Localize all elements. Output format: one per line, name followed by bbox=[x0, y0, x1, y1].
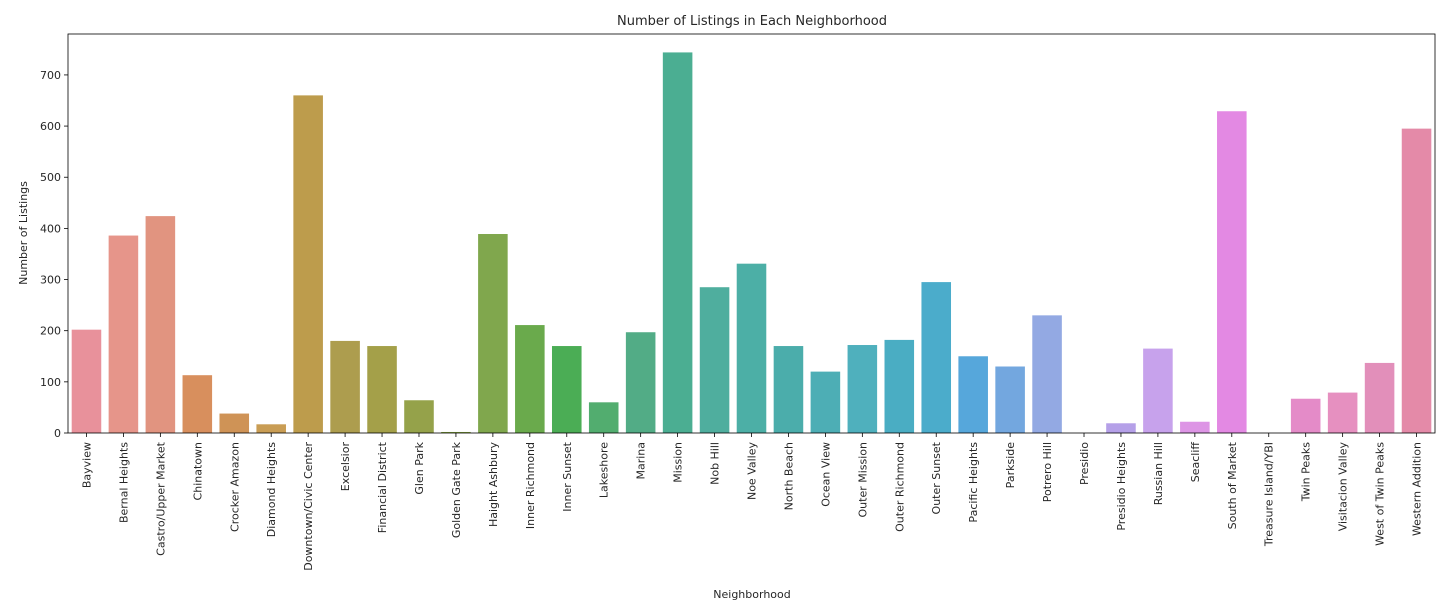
x-tick-label: Outer Mission bbox=[856, 442, 869, 518]
x-tick-label: Western Addition bbox=[1411, 442, 1424, 536]
x-tick-label: Castro/Upper Market bbox=[154, 441, 167, 555]
bar bbox=[847, 345, 878, 433]
y-axis-title: Number of Listings bbox=[17, 181, 30, 285]
x-tick-label: Lakeshore bbox=[598, 442, 611, 498]
x-tick-label: Presidio bbox=[1078, 442, 1091, 485]
y-tick-label: 0 bbox=[54, 427, 61, 440]
x-tick-label: Marina bbox=[635, 442, 648, 480]
x-tick-label: Chinatown bbox=[191, 442, 204, 500]
bar bbox=[256, 424, 286, 433]
x-tick-label: Outer Richmond bbox=[893, 442, 906, 532]
bar bbox=[699, 287, 730, 433]
bar bbox=[551, 346, 582, 433]
x-tick-label: West of Twin Peaks bbox=[1374, 442, 1387, 546]
chart-title: Number of Listings in Each Neighborhood bbox=[617, 14, 887, 29]
x-tick-label: Twin Peaks bbox=[1300, 442, 1313, 503]
x-tick-label: Ocean View bbox=[819, 442, 832, 507]
bar bbox=[1032, 315, 1062, 433]
bar bbox=[330, 340, 360, 433]
x-tick-label: Parkside bbox=[1004, 442, 1017, 489]
bar bbox=[441, 431, 471, 433]
bar bbox=[625, 332, 656, 433]
bar bbox=[219, 413, 250, 433]
x-tick-label: Inner Sunset bbox=[561, 441, 574, 511]
y-tick-label: 100 bbox=[40, 376, 61, 389]
bar bbox=[182, 375, 213, 433]
y-tick-label: 200 bbox=[40, 325, 61, 338]
x-tick-label: Downtown/Civic Center bbox=[302, 442, 315, 571]
bar bbox=[293, 95, 323, 433]
y-tick-label: 500 bbox=[40, 171, 61, 184]
x-tick-label: Bernal Heights bbox=[117, 442, 130, 523]
y-tick-label: 700 bbox=[40, 69, 61, 82]
x-tick-label: Inner Richmond bbox=[524, 442, 537, 529]
bar bbox=[1217, 111, 1247, 434]
x-tick-label: Pacific Heights bbox=[967, 442, 980, 523]
x-tick-label: Treasure Island/YBI bbox=[1263, 442, 1276, 547]
x-tick-label: Presidio Heights bbox=[1115, 442, 1128, 531]
x-tick-label: Financial District bbox=[376, 441, 389, 533]
bar bbox=[588, 402, 619, 433]
bar bbox=[71, 329, 102, 433]
x-tick-label: Bayview bbox=[80, 442, 93, 488]
bar bbox=[1106, 423, 1136, 433]
x-tick-label: Visitacion Valley bbox=[1337, 442, 1350, 532]
x-tick-label: Diamond Heights bbox=[265, 442, 278, 538]
bar bbox=[1364, 362, 1395, 433]
bar bbox=[367, 346, 397, 433]
bar bbox=[773, 346, 804, 433]
x-tick-label: Haight Ashbury bbox=[487, 442, 500, 528]
bar bbox=[1143, 348, 1173, 433]
x-tick-label: South of Market bbox=[1226, 441, 1239, 529]
x-tick-label: Nob Hill bbox=[709, 442, 722, 485]
x-tick-label: Glen Park bbox=[413, 441, 426, 494]
bar bbox=[995, 366, 1025, 433]
x-tick-label: Potrero Hill bbox=[1041, 442, 1054, 502]
x-tick-label: Noe Valley bbox=[746, 442, 759, 501]
bar bbox=[810, 371, 841, 433]
y-tick-label: 400 bbox=[40, 222, 61, 235]
bar bbox=[515, 325, 545, 433]
bar bbox=[108, 235, 139, 433]
plot-area: 0 100 200 300 400 500 600 700 Bayview Bernal Heig… bbox=[40, 33, 1436, 571]
bar bbox=[662, 52, 693, 434]
bar bbox=[736, 263, 767, 433]
bar bbox=[404, 400, 434, 433]
bar bbox=[884, 339, 915, 433]
bar bbox=[1180, 421, 1210, 433]
x-tick-label: North Beach bbox=[782, 442, 795, 510]
x-tick-label: Golden Gate Park bbox=[450, 441, 463, 538]
x-tick-label: Mission bbox=[672, 442, 685, 483]
x-tick-label: Russian Hill bbox=[1152, 442, 1165, 505]
bar bbox=[1401, 128, 1432, 433]
bar bbox=[921, 282, 952, 433]
x-tick-label: Excelsior bbox=[339, 442, 352, 492]
x-tick-label: Crocker Amazon bbox=[228, 442, 241, 532]
bar bbox=[958, 356, 988, 433]
bar bbox=[478, 234, 508, 433]
x-tick-label: Seacliff bbox=[1189, 442, 1202, 483]
bar bbox=[145, 216, 176, 433]
x-axis-title: Neighborhood bbox=[713, 588, 790, 601]
y-tick-label: 600 bbox=[40, 120, 61, 133]
bar bbox=[1327, 392, 1358, 433]
bar bbox=[1290, 398, 1321, 433]
y-tick-label: 300 bbox=[40, 274, 61, 287]
x-tick-label: Outer Sunset bbox=[930, 441, 943, 514]
